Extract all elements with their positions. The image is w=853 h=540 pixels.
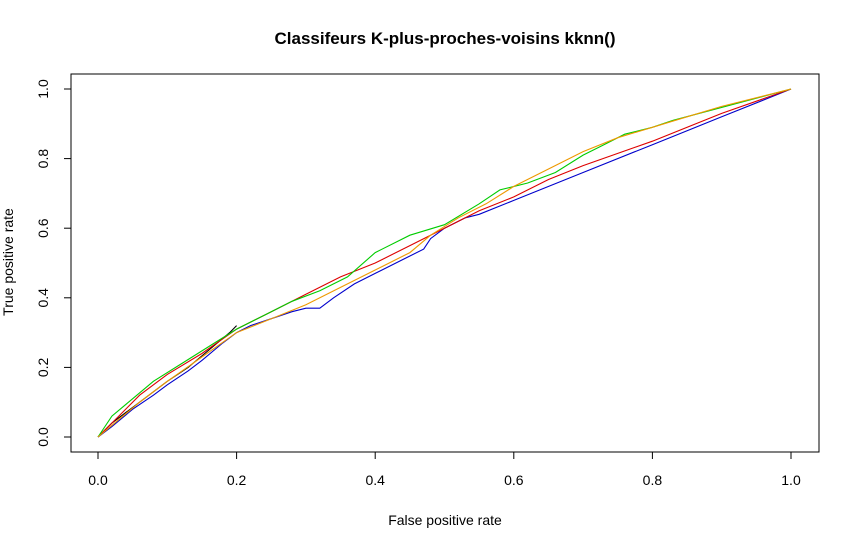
y-axis-label: True positive rate: [0, 208, 16, 316]
y-tick-label: 1.0: [35, 79, 51, 99]
y-tick-label: 0.8: [35, 149, 51, 169]
chart-title: Classifeurs K-plus-proches-voisins kknn(…: [274, 29, 615, 48]
roc-curve-4: [97, 88, 792, 438]
y-tick-label: 0.6: [35, 218, 51, 238]
x-axis-label: False positive rate: [388, 512, 502, 528]
x-tick-label: 0.2: [227, 472, 247, 488]
x-tick-label: 0.0: [88, 472, 108, 488]
x-axis: 0.0 0.2 0.4 0.6 0.8 1.0: [88, 451, 801, 488]
x-tick-label: 0.8: [643, 472, 663, 488]
x-tick-label: 0.6: [504, 472, 524, 488]
x-tick-label: 1.0: [781, 472, 801, 488]
roc-curve-2: [97, 88, 792, 438]
plot-frame: [70, 73, 820, 453]
roc-curve-3: [97, 88, 792, 438]
y-tick-label: 0.0: [35, 427, 51, 447]
x-tick-label: 0.4: [365, 472, 385, 488]
y-tick-label: 0.4: [35, 288, 51, 308]
roc-curve-5: [97, 88, 792, 438]
y-axis: 0.0 0.2 0.4 0.6 0.8 1.0: [35, 79, 72, 447]
curves-group: [97, 88, 792, 438]
y-tick-label: 0.2: [35, 357, 51, 377]
